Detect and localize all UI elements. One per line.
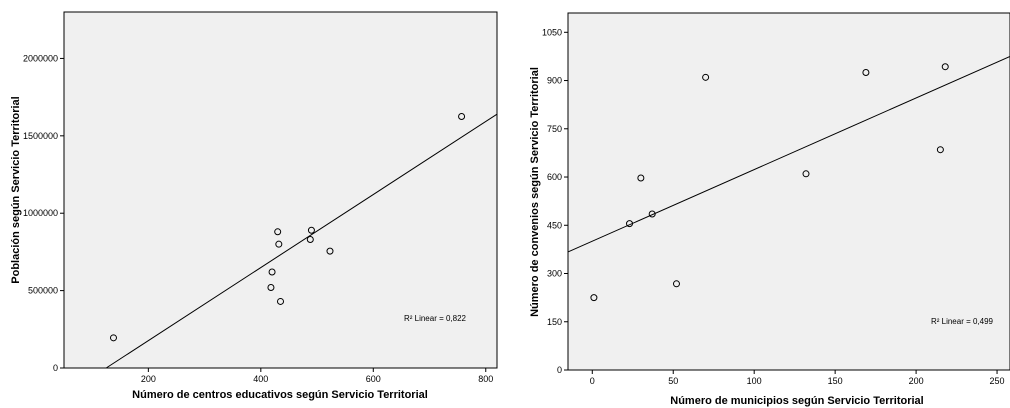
chart-population-vs-schools: 200 400 600 800 0 500000 1000000 1500000 200000… [10, 11, 498, 401]
y-tick-label: 0 [53, 363, 58, 373]
y-tick-label: 900 [547, 76, 562, 86]
x-tick-label: 250 [990, 376, 1005, 386]
data-point-3 [648, 210, 656, 218]
y-tick-label: 0 [557, 365, 562, 375]
y-tick-label: 1050 [542, 27, 562, 37]
data-point-8 [326, 247, 334, 255]
data-point-7 [307, 226, 315, 234]
data-point-1 [267, 284, 275, 292]
x-tick-label: 200 [909, 376, 924, 386]
y-tick-label: 1000000 [23, 208, 58, 218]
y-tick-label: 500000 [28, 286, 58, 296]
fit-line-layer [105, 113, 498, 369]
x-tick-label: 600 [366, 374, 381, 384]
plot-area [63, 11, 498, 369]
y-tick-label: 2000000 [23, 53, 58, 63]
data-point-2 [268, 268, 276, 276]
data-point-6 [802, 170, 810, 178]
y-tick-label: 750 [547, 124, 562, 134]
data-point-9 [941, 63, 949, 71]
r2-annotation: R² Linear = 0,822 [404, 314, 467, 323]
data-point-0 [109, 334, 117, 342]
y-tick-label: 300 [547, 269, 562, 279]
y-tick-label: 150 [547, 317, 562, 327]
fit-line-layer [567, 55, 1010, 253]
y-axis-ticks: 0 500000 1000000 1500000 2000000 [23, 53, 64, 373]
y-tick-label: 1500000 [23, 131, 58, 141]
data-point-8 [936, 146, 944, 154]
x-tick-label: 100 [747, 376, 762, 386]
y-axis-title: Número de convenios según Servicio Terri… [529, 67, 541, 317]
y-tick-label: 600 [547, 172, 562, 182]
x-axis-ticks: 0 50 100 150 200 250 [590, 370, 1005, 386]
x-tick-label: 800 [478, 374, 493, 384]
chart-agreements-vs-municipalities: 0 50 100 150 200 250 01503004506007509001050 … [529, 12, 1010, 407]
x-tick-label: 0 [590, 376, 595, 386]
data-point-0 [590, 294, 598, 302]
x-axis-ticks: 200 400 600 800 [141, 368, 493, 384]
data-point-4 [275, 240, 283, 248]
data-point-9 [458, 112, 466, 120]
y-axis-ticks: 0 150 300 450 600 750 900 1050 [542, 27, 568, 375]
x-tick-label: 150 [828, 376, 843, 386]
data-point-3 [274, 228, 282, 236]
regression-line [105, 113, 498, 369]
plot-area [567, 12, 1010, 371]
data-point-7 [862, 69, 870, 76]
data-point-6 [306, 236, 314, 244]
data-point-4 [672, 280, 680, 288]
scatter-points [109, 112, 466, 342]
data-point-2 [637, 174, 645, 182]
x-axis-title: Número de centros educativos según Servi… [132, 389, 428, 401]
x-tick-label: 400 [253, 374, 268, 384]
x-tick-label: 50 [668, 376, 678, 386]
y-axis-title: Población según Servicio Territorial [10, 96, 22, 283]
data-point-5 [277, 297, 284, 305]
regression-line [567, 55, 1010, 253]
y-tick-label: 450 [547, 220, 562, 230]
data-point-5 [702, 73, 710, 81]
x-tick-label: 200 [141, 374, 156, 384]
x-axis-title: Número de municipios según Servicio Terr… [670, 395, 923, 407]
r2-annotation: R² Linear = 0,499 [931, 317, 994, 326]
